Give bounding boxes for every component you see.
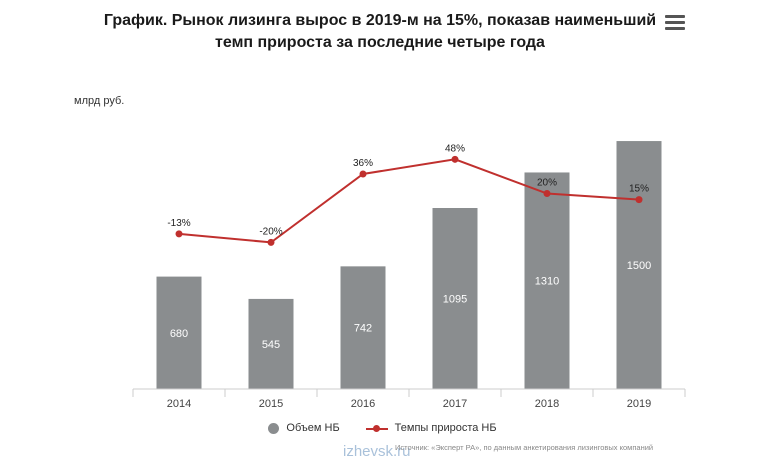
legend-line-label: Темпы прироста НБ [394, 422, 497, 434]
hamburger-menu-icon [665, 15, 685, 18]
watermark: izhevsk.ru [343, 443, 411, 460]
growth-point-2014 [175, 230, 183, 238]
x-tick-label-2015: 2015 [259, 398, 283, 410]
hamburger-menu-icon-bar [665, 27, 685, 30]
legend-bar-marker-icon [268, 422, 280, 434]
menu-button[interactable] [665, 15, 685, 33]
legend-item-line[interactable]: Темпы прироста НБ [365, 422, 497, 434]
growth-point-2018 [543, 190, 551, 198]
bar-2015 [248, 298, 294, 389]
growth-value-label-2017: 48% [445, 143, 465, 154]
growth-point-2016 [359, 170, 367, 178]
chart-legend: Объем НБ Темпы прироста НБ [0, 422, 765, 434]
growth-value-label-2015: -20% [259, 226, 282, 237]
bar-value-label-2017: 1095 [443, 294, 467, 306]
x-tick-label-2014: 2014 [167, 398, 191, 410]
hamburger-menu-icon-bar [665, 21, 685, 24]
bar-2016 [340, 266, 386, 389]
chart-title: График. Рынок лизинга вырос в 2019-м на … [103, 12, 657, 51]
bar-2014 [156, 276, 202, 389]
growth-value-label-2018: 20% [537, 178, 557, 189]
bar-value-label-2014: 680 [170, 328, 188, 340]
x-tick-label-2017: 2017 [443, 398, 467, 410]
x-tick-label-2019: 2019 [627, 398, 651, 410]
growth-rate-line [178, 158, 640, 244]
y-axis-unit-label: млрд руб. [74, 95, 125, 107]
legend-bars-label: Объем НБ [286, 422, 340, 434]
x-tick-label-2016: 2016 [351, 398, 375, 410]
bar-value-label-2015: 545 [262, 339, 280, 351]
growth-value-label-2014: -13% [167, 218, 190, 229]
bar-2017 [432, 208, 478, 389]
bar-value-label-2018: 1310 [535, 276, 559, 288]
growth-point-2017 [451, 155, 459, 163]
source-note: Источник: «Эксперт РА», по данным анкети… [395, 443, 654, 452]
growth-point-2019 [635, 196, 643, 204]
legend-item-bars[interactable]: Объем НБ [268, 422, 340, 434]
x-tick-label-2018: 2018 [535, 398, 559, 410]
growth-point-2015 [267, 238, 275, 246]
growth-value-label-2019: 15% [629, 184, 649, 195]
bar-value-label-2016: 742 [354, 323, 372, 335]
bar-2019 [616, 141, 662, 389]
bar-2018 [524, 172, 570, 389]
growth-value-label-2016: 36% [353, 158, 373, 169]
legend-line-marker-icon [365, 423, 388, 434]
bar-value-label-2019: 1500 [627, 260, 651, 272]
